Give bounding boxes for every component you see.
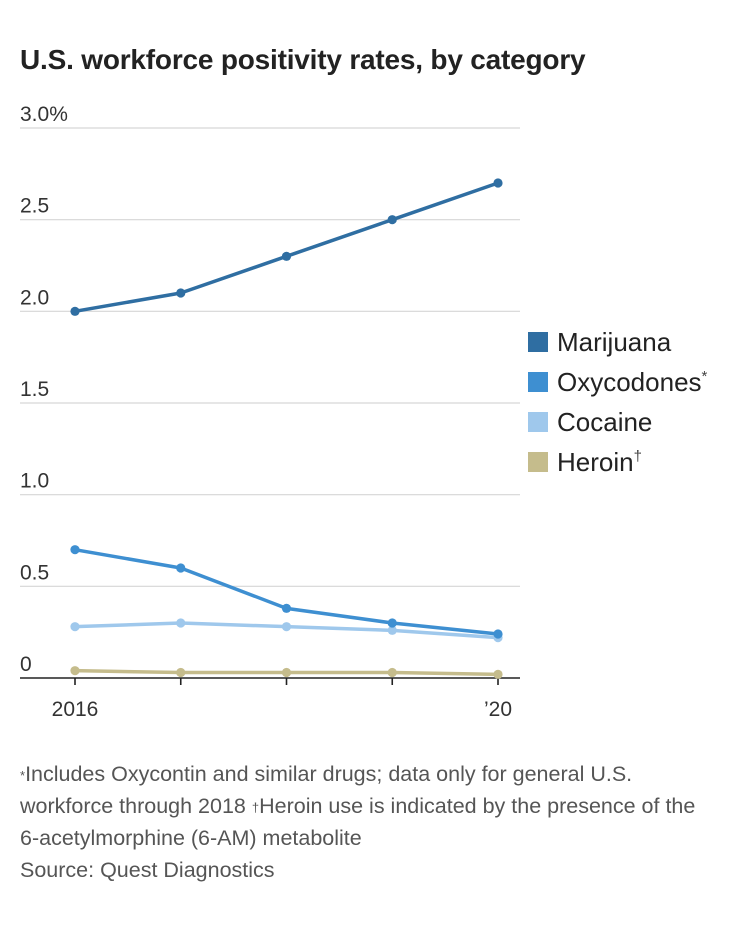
data-point-oxycodones [281, 603, 292, 613]
data-point-oxycodones [70, 545, 80, 555]
y-tick-label: 1.5 [20, 378, 49, 401]
x-axis: 2016 ’20 [52, 678, 512, 721]
data-point-oxycodones [387, 618, 397, 628]
series-line-oxycodones [73, 547, 500, 636]
data-point-marijuana [387, 215, 397, 225]
y-tick-label: 0.5 [20, 561, 49, 584]
legend-swatch-heroin [528, 452, 548, 472]
legend-swatch-oxycodones [528, 372, 548, 392]
data-point-marijuana [70, 306, 80, 316]
legend-label-cocaine: Cocaine [557, 407, 652, 437]
series-line-marijuana [73, 181, 500, 314]
y-tick-label: 1.0 [20, 470, 49, 493]
data-point-marijuana [176, 288, 186, 298]
x-tick-label: 2016 [52, 698, 99, 721]
data-point-heroin [70, 666, 80, 676]
line-chart: 3.0% 2.5 2.0 1.5 1.0 0.5 0 2016 ’20 Marijuana Ox… [20, 103, 708, 721]
data-point-heroin [387, 667, 397, 678]
y-tick-label: 2.5 [20, 195, 49, 218]
legend-label-oxycodones: Oxycodones* [557, 367, 708, 397]
legend-footnote-mark: † [634, 448, 642, 465]
legend: Marijuana Oxycodones* Cocaine Heroin† [528, 327, 708, 477]
y-tick-label: 0 [20, 653, 32, 676]
data-point-heroin [176, 667, 186, 678]
data-point-cocaine [387, 625, 397, 635]
data-point-heroin [281, 667, 292, 678]
data-point-oxycodones [176, 563, 186, 573]
y-tick-label: 3.0% [20, 103, 68, 126]
source: Source: Quest Diagnostics [20, 858, 275, 882]
data-point-heroin [493, 669, 503, 679]
series-lines [70, 178, 503, 679]
data-point-cocaine [176, 618, 186, 628]
legend-footnote-mark: * [702, 368, 708, 385]
chart-title: U.S. workforce positivity rates, by cate… [20, 44, 586, 75]
legend-label-marijuana: Marijuana [557, 327, 672, 357]
data-point-marijuana [281, 251, 292, 261]
footnote-mark-1: * [20, 768, 26, 783]
legend-swatch-cocaine [528, 412, 548, 432]
footnote-mark-2: † [251, 800, 260, 815]
footnote-1: Includes Oxycontin and similar drugs; da… [20, 762, 633, 818]
x-tick-label: ’20 [484, 698, 512, 721]
y-axis-tick-labels: 3.0% 2.5 2.0 1.5 1.0 0.5 0 [20, 103, 68, 676]
data-point-marijuana [493, 178, 503, 188]
footnotes: *Includes Oxycontin and similar drugs; d… [20, 758, 720, 854]
legend-label-heroin: Heroin† [557, 447, 642, 477]
chart-notes: *Includes Oxycontin and similar drugs; d… [20, 758, 720, 886]
data-point-cocaine [70, 622, 80, 632]
data-point-cocaine [281, 622, 292, 632]
footnote-2: Heroin use is indicated by the presence … [20, 794, 696, 850]
y-tick-label: 2.0 [20, 286, 49, 309]
data-point-oxycodones [493, 629, 503, 639]
legend-swatch-marijuana [528, 332, 548, 352]
grid-lines [20, 127, 520, 679]
